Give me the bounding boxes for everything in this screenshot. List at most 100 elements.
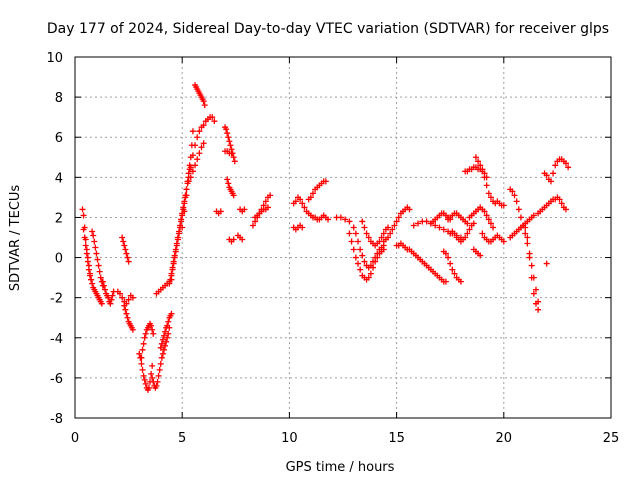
data-point (156, 366, 163, 373)
series-arc-1 (79, 206, 105, 307)
data-point (125, 258, 132, 265)
data-point (89, 228, 96, 235)
data-point (380, 230, 387, 237)
data-point (192, 142, 199, 149)
data-point (440, 226, 447, 233)
data-point (90, 232, 97, 239)
y-tick-label: -8 (50, 412, 63, 427)
data-point (189, 152, 196, 159)
data-point (226, 138, 233, 145)
data-point (442, 278, 449, 285)
data-point (159, 336, 166, 343)
data-point (162, 328, 169, 335)
series-arc-4 (99, 278, 117, 307)
data-point (357, 266, 364, 273)
series-arc-52 (541, 170, 552, 183)
data-point (483, 182, 490, 189)
data-point (105, 294, 112, 301)
data-point (447, 260, 454, 267)
series-arc-3 (89, 228, 106, 289)
data-point (230, 236, 237, 243)
chart-title: Day 177 of 2024, Sidereal Day-to-day VTE… (47, 21, 609, 37)
data-point (462, 234, 469, 241)
data-point (194, 156, 201, 163)
data-point (160, 332, 167, 339)
data-point (517, 214, 524, 221)
y-tick-label: 10 (46, 51, 63, 66)
data-point (155, 372, 162, 379)
data-point (121, 242, 128, 249)
data-point (124, 254, 131, 261)
data-point (139, 366, 146, 373)
data-point (123, 310, 130, 317)
series-arc-11 (157, 310, 175, 351)
series-arc-16 (192, 82, 208, 109)
data-point (457, 278, 464, 285)
data-point (136, 350, 143, 357)
data-point (164, 334, 171, 341)
series-arc-24 (234, 232, 246, 243)
data-point (149, 374, 156, 381)
data-point (528, 262, 535, 269)
data-point (449, 266, 456, 273)
data-point (117, 290, 124, 297)
data-point (442, 250, 449, 257)
data-point (389, 226, 396, 233)
data-point (299, 200, 306, 207)
data-point (515, 206, 522, 213)
data-point (472, 154, 479, 161)
data-point (477, 162, 484, 169)
data-point (140, 372, 147, 379)
series-arc-51 (547, 156, 572, 185)
data-point (162, 342, 169, 349)
data-point (352, 254, 359, 261)
series-arc-17 (187, 140, 207, 181)
series-arc-28 (290, 222, 306, 233)
series-arc-45 (492, 198, 507, 209)
data-point (483, 212, 490, 219)
data-point (530, 290, 537, 297)
data-point (165, 318, 172, 325)
series-arc-22 (226, 236, 237, 245)
data-point (228, 150, 235, 157)
data-point (380, 246, 387, 253)
data-point (374, 254, 381, 261)
data-point (391, 222, 398, 229)
series-arc-9 (138, 320, 157, 361)
data-point (189, 128, 196, 135)
data-point (92, 244, 99, 251)
data-point (359, 218, 366, 225)
data-point (500, 202, 507, 209)
series-arc-30 (305, 210, 331, 223)
data-point (192, 162, 199, 169)
data-point (385, 224, 392, 231)
data-point (545, 176, 552, 183)
y-tick-label: 0 (55, 252, 63, 267)
data-point (217, 208, 224, 215)
data-point (185, 178, 192, 185)
data-point (209, 114, 216, 121)
data-point (141, 334, 148, 341)
y-tick-label: -4 (50, 332, 63, 347)
data-point (487, 220, 494, 227)
data-point (359, 252, 366, 259)
x-tick-label: 5 (178, 431, 186, 446)
data-point (168, 270, 175, 277)
series-arc-21 (213, 208, 224, 217)
data-point (223, 126, 230, 133)
data-point (532, 286, 539, 293)
data-point (530, 212, 537, 219)
data-point (200, 98, 207, 105)
data-point (194, 134, 201, 141)
series-arc-26 (252, 204, 271, 221)
data-point (79, 206, 86, 213)
series-arc-46 (470, 246, 484, 259)
data-point (158, 340, 165, 347)
data-point (120, 238, 127, 245)
x-axis-label: GPS time / hours (286, 460, 395, 475)
data-point (490, 224, 497, 231)
series-arc-5 (119, 234, 132, 265)
data-point (129, 294, 136, 301)
data-point (125, 296, 132, 303)
